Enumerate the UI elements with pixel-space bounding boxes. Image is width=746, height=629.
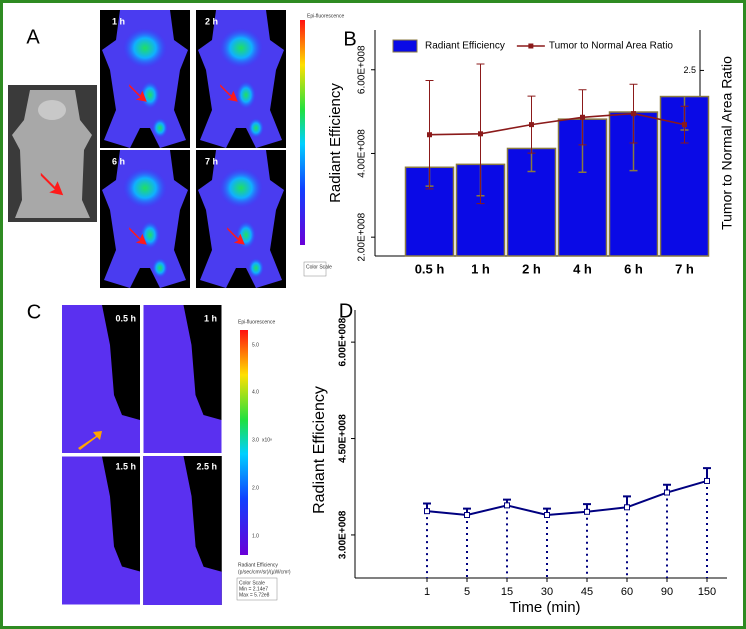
x-tick-label: 0.5 h — [415, 261, 445, 276]
legend-label: Tumor to Normal Area Ratio — [549, 41, 674, 52]
x-tick-label: 4 h — [573, 261, 592, 276]
marker — [624, 504, 630, 511]
y-tick-label: 6.00E+008 — [338, 317, 349, 366]
time-label: 0.5 h — [115, 313, 136, 323]
line — [429, 112, 685, 136]
marker — [544, 512, 550, 519]
legend-swatch — [392, 39, 418, 53]
y-tick-label: 2.00E+008 — [357, 212, 368, 261]
y-tick-label: 6.00E+008 — [357, 45, 368, 94]
time-label: 1 h — [112, 16, 125, 26]
marker — [424, 508, 430, 515]
fluorescence-image — [196, 150, 286, 288]
color-max: Max = 5.72e8 — [239, 592, 270, 598]
time-label: 7 h — [205, 156, 218, 166]
y-axis-title: Radiant Efficiency — [311, 386, 328, 514]
panel-label: D — [339, 300, 353, 322]
x-tick-label: 1 — [424, 586, 430, 598]
marker — [427, 132, 432, 138]
arrow — [78, 431, 102, 450]
x-tick-label: 1 h — [471, 261, 490, 276]
panel-label: C — [27, 301, 41, 323]
x-tick-label: 90 — [661, 586, 673, 598]
x-axis-title: Time (min) — [509, 599, 580, 616]
colorbar-title: Epi-fluorescence — [307, 13, 344, 19]
color-scale: Color Scale — [239, 580, 265, 586]
x-tick-label: 2 h — [522, 261, 541, 276]
time-label: 2 h — [205, 16, 218, 26]
legend-swatch — [528, 43, 534, 49]
fluorescence-image — [143, 456, 222, 605]
y-tick-label: 3.00E+008 — [338, 510, 349, 559]
time-label: 6 h — [112, 156, 125, 166]
y2-axis-title: Tumor to Normal Area Ratio — [719, 56, 735, 230]
marker — [529, 122, 534, 128]
marker — [631, 111, 636, 117]
legend-label: Radiant Efficiency — [425, 41, 505, 52]
x-tick-label: 60 — [621, 586, 633, 598]
marker — [704, 477, 710, 484]
marker — [584, 508, 590, 515]
x-tick-label: 30 — [541, 586, 553, 598]
fluorescence-image — [143, 305, 222, 453]
colorbar — [240, 330, 248, 555]
marker — [464, 512, 470, 519]
y2-tick-label: 2.5 — [683, 65, 696, 75]
line — [426, 479, 708, 517]
panel-label: B — [343, 28, 356, 50]
colorbar — [300, 20, 305, 245]
colorbar-tick: 3.0 — [252, 437, 259, 443]
colorbar-tick: 2.0 — [252, 485, 259, 491]
x-tick-label: 150 — [698, 586, 716, 598]
fluorescence-image — [62, 456, 140, 605]
y-axis-title: Radiant Efficiency — [327, 83, 344, 203]
x-tick-label: 5 — [464, 586, 470, 598]
x-tick-label: 15 — [501, 586, 513, 598]
marker — [478, 131, 483, 137]
fluorescence-image — [100, 10, 190, 148]
y-tick-label: 4.00E+008 — [357, 129, 368, 178]
photo — [8, 85, 97, 222]
colorbar-title: Epi-fluorescence — [238, 319, 275, 325]
x-tick-label: 45 — [581, 586, 593, 598]
marker — [580, 114, 585, 120]
colorbar-tick: 4.0 — [252, 389, 259, 395]
panel-label: A — [26, 26, 40, 48]
x-tick-label: 6 h — [624, 261, 643, 276]
fluorescence-image — [196, 10, 286, 148]
marker — [504, 502, 510, 509]
marker — [682, 122, 687, 128]
color-scale: Color Scale — [306, 264, 332, 270]
time-label: 2.5 h — [196, 461, 217, 471]
time-label: 1 h — [204, 313, 217, 323]
marker — [664, 489, 670, 496]
fluorescence-image — [100, 150, 190, 288]
colorbar-tick: 5.0 — [252, 342, 259, 348]
colorbar-exponent: x10⁸ — [262, 437, 272, 443]
colorbar-tick: 1.0 — [252, 533, 259, 539]
fluorescence-image — [62, 305, 140, 453]
x-tick-label: 7 h — [675, 261, 694, 276]
colorbar-footer: Radiant Efficiency — [238, 562, 278, 568]
color-min: Min = 2.14e7 — [239, 586, 268, 592]
time-label: 1.5 h — [115, 461, 136, 471]
colorbar-units: (p/sec/cm²/sr)/(µW/cm²) — [238, 569, 291, 575]
y-tick-label: 4.50E+008 — [338, 414, 349, 463]
